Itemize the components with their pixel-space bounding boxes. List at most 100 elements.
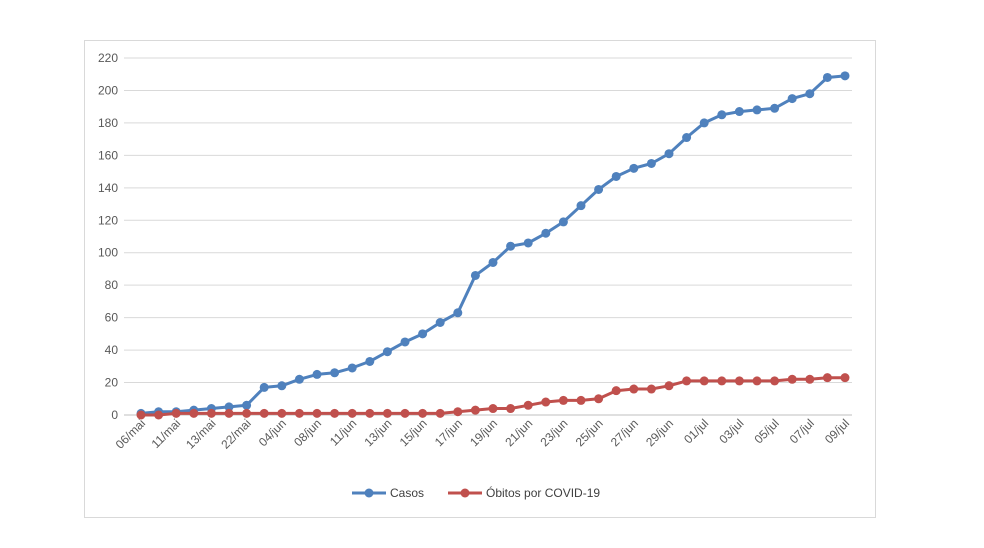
data-point-casos (382, 347, 392, 357)
data-point-casos (717, 110, 727, 120)
series-line-casos (140, 74, 846, 415)
data-point-obitos (506, 404, 516, 414)
data-point-obitos (171, 408, 181, 418)
data-point-obitos (770, 376, 780, 386)
data-point-casos (629, 163, 639, 173)
y-tick-label: 0 (111, 408, 118, 422)
data-point-casos (787, 94, 797, 104)
data-point-obitos (594, 394, 604, 404)
data-point-casos (330, 368, 340, 378)
data-point-casos (488, 257, 498, 267)
data-point-obitos (277, 408, 287, 418)
data-point-obitos (453, 407, 463, 417)
x-tick-label: 17/jun (432, 416, 465, 449)
y-tick-label: 200 (98, 83, 118, 97)
data-point-casos (418, 329, 428, 339)
x-tick-label: 13/jun (361, 416, 394, 449)
data-point-obitos (541, 397, 551, 407)
data-point-casos (400, 337, 410, 347)
data-point-obitos (488, 404, 498, 414)
data-point-casos (242, 400, 252, 410)
x-tick-label: 09/jul (822, 416, 852, 446)
data-point-casos (646, 158, 656, 168)
data-point-obitos (154, 410, 164, 420)
data-point-obitos (734, 376, 744, 386)
x-tick-label: 23/jun (537, 416, 570, 449)
x-tick-label: 06/mai (113, 416, 148, 451)
data-point-obitos (259, 408, 269, 418)
data-point-obitos (523, 400, 533, 410)
x-tick-label: 01/jul (681, 416, 711, 446)
data-point-casos (594, 184, 604, 194)
legend-item-obitos: Óbitos por COVID-19 (448, 485, 600, 500)
x-tick-label: 11/mai (149, 416, 184, 451)
data-point-casos (277, 381, 287, 391)
legend-marker-obitos (460, 488, 470, 498)
y-tick-label: 100 (98, 246, 118, 260)
data-point-obitos (717, 376, 727, 386)
data-point-casos (312, 369, 322, 379)
data-point-casos (224, 402, 234, 412)
y-tick-label: 40 (105, 343, 119, 357)
data-point-obitos (435, 408, 445, 418)
data-point-obitos (294, 408, 304, 418)
y-tick-label: 120 (98, 213, 118, 227)
data-point-casos (558, 217, 568, 227)
data-point-obitos (629, 384, 639, 394)
data-point-obitos (611, 386, 621, 396)
data-point-obitos (242, 408, 252, 418)
data-point-casos (506, 241, 516, 251)
data-point-casos (259, 382, 269, 392)
data-point-obitos (330, 408, 340, 418)
data-point-obitos (400, 408, 410, 418)
data-point-casos (699, 118, 709, 128)
data-point-obitos (136, 410, 146, 420)
x-tick-label: 22/mai (218, 416, 253, 451)
data-point-casos (541, 228, 551, 238)
data-point-obitos (576, 395, 586, 405)
legend-marker-casos (364, 488, 374, 498)
y-axis-ticks: 0 20 40 60 80 100 120 140 160 180 200 220 (98, 51, 118, 422)
x-tick-label: 07/jul (787, 416, 817, 446)
legend: Casos Óbitos por COVID-19 (352, 485, 600, 500)
x-tick-label: 13/mai (183, 416, 218, 451)
data-point-obitos (840, 373, 850, 383)
legend-label-casos: Casos (390, 486, 424, 500)
data-point-obitos (470, 405, 480, 415)
y-tick-label: 140 (98, 181, 118, 195)
x-tick-label: 11/jun (327, 416, 359, 448)
data-point-obitos (418, 408, 428, 418)
x-tick-label: 04/jun (256, 416, 289, 449)
data-point-obitos (664, 381, 674, 391)
data-point-casos (576, 201, 586, 211)
data-point-casos (294, 374, 304, 384)
legend-label-obitos: Óbitos por COVID-19 (486, 485, 600, 500)
x-tick-label: 25/jun (573, 416, 606, 449)
y-tick-label: 60 (105, 311, 119, 325)
data-point-obitos (558, 395, 568, 405)
data-point-casos (770, 103, 780, 113)
data-point-obitos (347, 408, 357, 418)
x-tick-label: 03/jul (716, 416, 746, 446)
data-point-obitos (206, 408, 216, 418)
x-tick-label: 29/jun (643, 416, 676, 449)
y-tick-label: 220 (98, 51, 118, 65)
data-point-casos (365, 356, 375, 366)
chart-frame (84, 40, 876, 518)
data-point-obitos (699, 376, 709, 386)
y-tick-label: 180 (98, 116, 118, 130)
data-point-obitos (312, 408, 322, 418)
data-point-casos (682, 133, 692, 143)
data-point-casos (752, 105, 762, 115)
data-point-casos (347, 363, 357, 373)
data-point-casos (611, 171, 621, 181)
series-group (136, 71, 850, 420)
data-point-obitos (682, 376, 692, 386)
x-tick-label: 15/jun (397, 416, 430, 449)
data-point-obitos (365, 408, 375, 418)
data-point-obitos (787, 374, 797, 384)
x-tick-label: 27/jun (608, 416, 641, 449)
x-tick-label: 05/jul (752, 416, 782, 446)
legend-item-casos: Casos (352, 486, 424, 500)
data-point-casos (822, 72, 832, 82)
